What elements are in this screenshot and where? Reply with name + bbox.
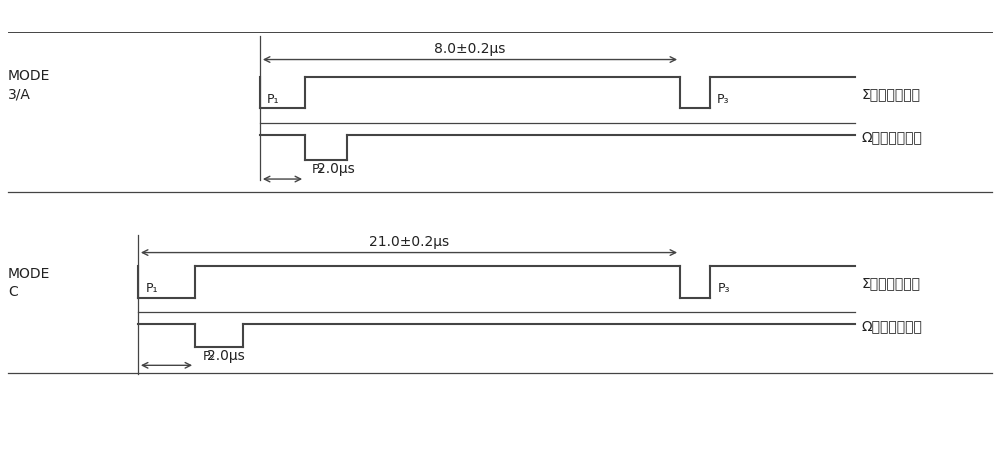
Text: P₂: P₂ xyxy=(312,163,324,176)
Text: MODE
3/A: MODE 3/A xyxy=(8,69,50,102)
Text: Σ天线发射信号: Σ天线发射信号 xyxy=(862,87,921,101)
Text: P₂: P₂ xyxy=(203,350,215,363)
Text: P₁: P₁ xyxy=(267,93,280,106)
Text: Ω天线发射信号: Ω天线发射信号 xyxy=(862,319,923,333)
Text: Ω天线发射信号: Ω天线发射信号 xyxy=(862,130,923,145)
Text: 2.0μs: 2.0μs xyxy=(207,349,245,363)
Text: 8.0±0.2μs: 8.0±0.2μs xyxy=(434,42,506,56)
Text: P₁: P₁ xyxy=(146,282,158,295)
Text: 21.0±0.2μs: 21.0±0.2μs xyxy=(369,235,449,249)
Text: Σ天线发射信号: Σ天线发射信号 xyxy=(862,276,921,290)
Text: 2.0μs: 2.0μs xyxy=(317,162,355,176)
Text: P₃: P₃ xyxy=(717,93,730,106)
Text: MODE
C: MODE C xyxy=(8,267,50,299)
Text: P₃: P₃ xyxy=(718,282,730,295)
